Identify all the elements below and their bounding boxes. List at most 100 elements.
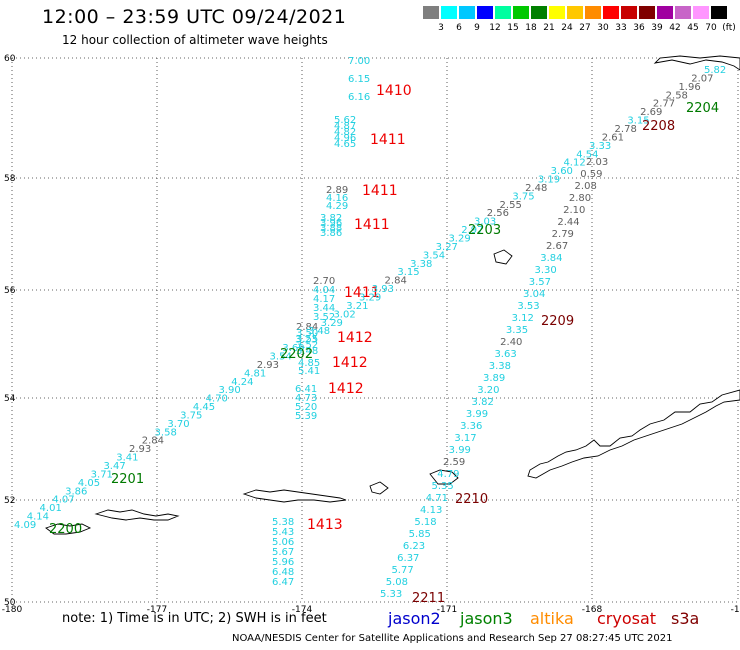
swh-value: 6.47	[272, 577, 294, 588]
aleutian-islands	[45, 55, 740, 535]
longitude-tick-label: -168	[582, 605, 603, 615]
pass-time-label: 1411	[370, 132, 406, 148]
footer-note: note: 1) Time is in UTC; 2) SWH is in fe…	[62, 611, 327, 626]
swh-value: 2.08	[575, 181, 597, 192]
swh-value: 3.15	[627, 116, 649, 127]
swh-value: 4.79	[437, 469, 459, 480]
pass-time-label: 2211	[412, 591, 445, 606]
swh-value: 5.20	[295, 402, 317, 413]
swh-value: 3.93	[372, 284, 394, 295]
swh-value: 3.96	[320, 218, 342, 229]
swh-value: 4.82	[334, 127, 356, 138]
swh-value: 2.67	[546, 241, 568, 252]
longitude-tick-label: -177	[147, 605, 167, 615]
pass-time-label: 1411	[344, 285, 380, 301]
swh-value: 3.99	[449, 445, 471, 456]
swh-value: 5.82	[704, 65, 726, 76]
swh-value: 3.30	[535, 265, 557, 276]
scale-unit: (ft)	[722, 23, 736, 33]
swh-value: 6.23	[403, 541, 425, 552]
swh-value: 7.00	[348, 56, 370, 67]
swh-value: 2.59	[443, 457, 465, 468]
scale-swatch	[423, 6, 439, 19]
swh-value: 2.93	[129, 444, 151, 455]
swh-value: 2.70	[313, 276, 335, 287]
swh-value: 6.16	[348, 92, 370, 103]
swh-value: 3.35	[506, 325, 528, 336]
pass-time-label: 1412	[332, 355, 368, 371]
swh-value: 3.38	[410, 259, 432, 270]
swh-value: 2.97	[461, 225, 483, 236]
swh-value: 4.05	[78, 478, 100, 489]
swh-value: 3.48	[308, 326, 330, 337]
swh-value: 5.77	[391, 565, 413, 576]
swh-value: 4.09	[14, 520, 36, 531]
swh-value: 6.48	[272, 567, 294, 578]
scale-label: 36	[633, 23, 645, 33]
scale-swatch	[531, 6, 547, 19]
satellite-jason2: jason2	[388, 609, 441, 628]
satellite-s3a: s3a	[671, 609, 700, 628]
scale-label: 45	[687, 23, 699, 33]
swh-value: 2.55	[500, 200, 522, 211]
swh-value: 6.15	[348, 74, 370, 85]
swh-value: 5.85	[409, 529, 431, 540]
swh-value: 3.82	[472, 397, 494, 408]
swh-value: 5.62	[334, 115, 356, 126]
scale-swatch	[693, 6, 709, 19]
swh-value: 4.73	[295, 393, 317, 404]
swh-value: 3.27	[436, 242, 458, 253]
swh-value: 4.04	[313, 285, 335, 296]
pass-time-label: 1411	[362, 183, 398, 199]
swh-value: 3.86	[65, 486, 87, 497]
swh-value: 4.12	[563, 158, 585, 169]
pass-time-label: 2209	[541, 314, 574, 329]
scale-label: 15	[507, 23, 519, 33]
swh-value: 2.79	[552, 229, 574, 240]
swh-value: 4.70	[206, 394, 228, 405]
swh-value: 3.55	[296, 334, 318, 345]
swh-value: 6.41	[295, 384, 317, 395]
scale-swatch	[711, 6, 727, 19]
pass-time-label: 1411	[354, 217, 390, 233]
swh-value: 2.93	[257, 360, 279, 371]
swh-value: 3.58	[155, 427, 177, 438]
swh-value: 4.87	[334, 121, 356, 132]
swh-value: 3.54	[270, 351, 292, 362]
swh-value: 3.36	[460, 421, 482, 432]
altimeter-readings: 7.00 6.15 6.16 1410 5.624.874.824.964.65 1411…	[14, 56, 726, 606]
swh-value: 3.50	[296, 328, 318, 339]
swh-value: 5.33	[380, 589, 402, 600]
swh-value: 4.13	[420, 505, 442, 516]
scale-label: 18	[525, 23, 537, 33]
swh-value: 5.43	[272, 527, 294, 538]
swh-value: 2.80	[569, 193, 591, 204]
swh-value: 3.63	[494, 349, 516, 360]
swh-value: 0.59	[580, 169, 602, 180]
pass-time-label: 2203	[468, 223, 501, 238]
swh-value: 3.52	[313, 312, 335, 323]
swh-value: 5.38	[272, 517, 294, 528]
swh-value: 5.06	[272, 537, 294, 548]
swh-value: 2.84	[296, 322, 318, 333]
scale-label: 24	[561, 23, 573, 33]
satellite-cryosat: cryosat	[597, 609, 657, 628]
scale-label: 12	[489, 23, 501, 33]
scale-label: 42	[669, 23, 681, 33]
scale-swatch	[621, 6, 637, 19]
swh-value: 2.03	[586, 157, 608, 168]
swh-value: 4.54	[576, 149, 598, 160]
longitude-tick-label: -171	[437, 605, 457, 615]
swh-value: 5.18	[414, 517, 436, 528]
swh-value: 2.07	[691, 73, 713, 84]
swh-value: 4.17	[313, 294, 335, 305]
swh-value: 4.65	[334, 139, 356, 150]
swh-value: 4.81	[244, 368, 266, 379]
swh-value: 3.21	[346, 301, 368, 312]
swh-value: 3.02	[333, 309, 355, 320]
swh-value: 3.82	[320, 213, 342, 224]
scale-swatch	[513, 6, 529, 19]
swh-value: 3.23	[295, 335, 317, 346]
swh-value: 3.53	[517, 301, 539, 312]
